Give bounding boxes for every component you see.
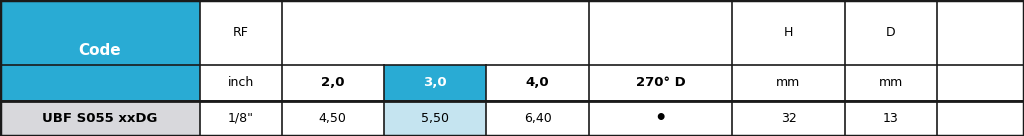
Text: RF: RF (232, 26, 249, 39)
Text: Code: Code (79, 43, 121, 58)
Bar (486, 65, 589, 101)
Bar (282, 65, 384, 101)
Text: Spray pattern: Spray pattern (617, 13, 703, 26)
Text: UBF S055 xxDG: UBF S055 xxDG (42, 112, 158, 125)
Bar (845, 0, 937, 65)
Text: inch: inch (227, 76, 254, 89)
Bar (732, 0, 845, 65)
Text: (deg): (deg) (644, 40, 677, 53)
Text: 6,40: 6,40 (523, 112, 552, 125)
Bar (0, 101, 200, 136)
Text: D: D (886, 26, 896, 39)
Bar (282, 0, 589, 65)
Bar (486, 101, 589, 136)
Bar (283, 1, 588, 64)
Bar (732, 65, 845, 101)
Bar (200, 65, 282, 101)
Bar (589, 101, 732, 136)
Bar (200, 101, 282, 136)
Bar (732, 101, 845, 136)
Text: 32: 32 (780, 112, 797, 125)
Text: Flow rate (lpm): Flow rate (lpm) (387, 13, 483, 26)
Bar (845, 65, 937, 101)
Bar (0, 0, 200, 101)
Bar (937, 65, 1024, 101)
Text: 5,50: 5,50 (421, 112, 450, 125)
Bar (589, 65, 732, 101)
Text: 270° D: 270° D (636, 76, 685, 89)
Bar (937, 0, 1024, 65)
Text: at different pressure values (bar): at different pressure values (bar) (332, 40, 539, 53)
Bar (845, 101, 937, 136)
Bar (937, 101, 1024, 136)
Bar (590, 1, 731, 64)
Bar (384, 65, 486, 101)
Text: 4,0: 4,0 (525, 76, 550, 89)
Text: 4,50: 4,50 (318, 112, 347, 125)
Bar (282, 101, 384, 136)
Text: 2,0: 2,0 (322, 76, 344, 89)
Text: H: H (783, 26, 794, 39)
Text: 3,0: 3,0 (423, 76, 447, 89)
Text: mm: mm (879, 76, 903, 89)
Bar (200, 0, 282, 65)
Bar (589, 0, 732, 65)
Text: 1/8": 1/8" (227, 112, 254, 125)
Text: •: • (654, 109, 667, 128)
Bar (384, 101, 486, 136)
Text: 13: 13 (883, 112, 899, 125)
Text: mm: mm (776, 76, 801, 89)
